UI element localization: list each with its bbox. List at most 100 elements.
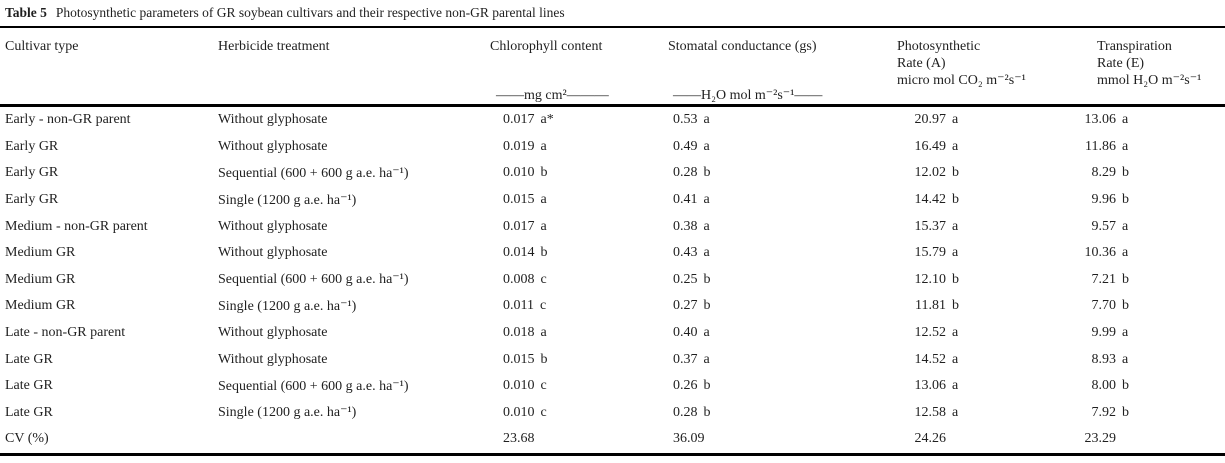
stomatal-value: 0.28 b: [668, 400, 897, 427]
photosynthetic-value: 15.79 a: [897, 240, 1080, 267]
significance-letter: a: [703, 245, 710, 261]
column-header-cultivar-type: Cultivar type: [0, 28, 218, 107]
photosynthetic-value: 13.06 a: [897, 373, 1080, 400]
treatment-cell: Sequential (600 + 600 g a.e. ha⁻¹): [218, 165, 409, 181]
value-number: 11.81: [915, 298, 946, 314]
transpiration-value: 7.70 b: [1080, 293, 1225, 320]
chlorophyll-value: 0.010 c: [490, 373, 668, 400]
significance-letter: a: [703, 325, 710, 341]
stomatal-value: 0.37 a: [668, 346, 897, 373]
significance-letter: c: [540, 271, 547, 287]
treatment-cell: Without glyphosate: [218, 351, 328, 367]
significance-letter: a: [540, 218, 547, 234]
significance-letter: b: [952, 298, 959, 314]
value-number: 0.011: [503, 298, 534, 314]
chlorophyll-value: 0.010 b: [490, 160, 668, 187]
cv-stomatal-value: 36.09: [668, 426, 897, 454]
value-number: 7.70: [1091, 298, 1117, 314]
value-number: 0.28: [673, 165, 698, 181]
column-label: Photosynthetic: [897, 39, 981, 54]
table-row: Medium GR Single (1200 g a.e. ha⁻¹) 0.01…: [0, 293, 1225, 320]
value-number: 7.21: [1091, 271, 1117, 287]
significance-letter: a: [1122, 138, 1129, 154]
photosynthetic-value: 20.97 a: [897, 106, 1080, 134]
value-number: 0.010: [503, 404, 535, 420]
stomatal-value: 0.27 b: [668, 293, 897, 320]
table-row: Late - non-GR parent Without glyphosate …: [0, 320, 1225, 347]
cultivar-cell: Late GR: [5, 378, 53, 394]
stomatal-value: 0.38 a: [668, 213, 897, 240]
value-number: 9.99: [1091, 325, 1117, 341]
significance-letter: b: [703, 378, 711, 394]
value-number: 23.68: [503, 431, 535, 447]
significance-letter: b: [703, 404, 711, 420]
significance-letter: a: [952, 404, 959, 420]
value-number: 0.010: [503, 378, 535, 394]
column-unit-transpiration: mmol H₂O m⁻²s⁻¹: [1097, 73, 1202, 88]
significance-letter: c: [539, 298, 547, 314]
cv-row: CV (%) 23.68 36.09 24.26 23.29: [0, 426, 1225, 454]
chlorophyll-value: 0.015 b: [490, 346, 668, 373]
significance-letter: b: [952, 271, 959, 287]
value-number: 0.25: [673, 271, 698, 287]
column-header-transpiration-rate: Transpiration Rate (E) mmol H₂O m⁻²s⁻¹: [1080, 28, 1225, 107]
significance-letter: b: [540, 351, 548, 367]
significance-letter: a: [1122, 112, 1129, 128]
significance-letter: a: [952, 351, 959, 367]
significance-letter: b: [540, 245, 548, 261]
photosynthetic-value: 14.42 b: [897, 187, 1080, 214]
value-number: 15.37: [914, 218, 947, 234]
column-label: Transpiration: [1097, 39, 1172, 54]
value-number: 0.015: [503, 351, 535, 367]
significance-letter: a: [540, 325, 547, 341]
transpiration-value: 9.57 a: [1080, 213, 1225, 240]
table-header: Cultivar type Herbicide treatment Chloro…: [0, 28, 1225, 107]
table-row: Early GR Without glyphosate 0.019 a 0.49 a…: [0, 134, 1225, 161]
photosynthetic-value: 12.58 a: [897, 400, 1080, 427]
chlorophyll-value: 0.017 a*: [490, 106, 668, 134]
significance-letter: b: [1122, 165, 1129, 181]
significance-letter: b: [540, 165, 548, 181]
value-number: 12.52: [914, 325, 947, 341]
column-label: Cultivar type: [5, 39, 79, 54]
significance-letter: a: [703, 351, 710, 367]
cultivar-cell: Medium GR: [5, 245, 76, 261]
value-number: 7.92: [1091, 404, 1117, 420]
photosynthetic-value: 16.49 a: [897, 134, 1080, 161]
cultivar-cell: Early GR: [5, 138, 59, 154]
column-unit-photosynthetic: micro mol CO₂ m⁻²s⁻¹: [897, 73, 1026, 88]
significance-letter: a: [540, 192, 547, 208]
significance-letter: a: [952, 378, 959, 394]
value-number: 12.58: [914, 404, 947, 420]
table-body: Early - non-GR parent Without glyphosate…: [0, 106, 1225, 455]
significance-letter: a: [952, 138, 959, 154]
table-row: Early - non-GR parent Without glyphosate…: [0, 106, 1225, 134]
chlorophyll-value: 0.011 c: [490, 293, 668, 320]
value-number: 24.26: [914, 431, 947, 447]
value-number: 9.96: [1091, 192, 1117, 208]
transpiration-value: 13.06 a: [1080, 106, 1225, 134]
table-caption: Photosynthetic parameters of GR soybean …: [55, 5, 565, 20]
transpiration-value: 8.93 a: [1080, 346, 1225, 373]
value-number: 9.57: [1091, 218, 1117, 234]
transpiration-value: 8.29 b: [1080, 160, 1225, 187]
header-spacer: [490, 55, 668, 87]
stomatal-value: 0.25 b: [668, 267, 897, 294]
transpiration-value: 9.99 a: [1080, 320, 1225, 347]
significance-letter: a: [1122, 325, 1129, 341]
photosynthetic-value: 11.81 b: [897, 293, 1080, 320]
table-row: Early GR Sequential (600 + 600 g a.e. ha…: [0, 160, 1225, 187]
value-number: 10.36: [1084, 245, 1117, 261]
significance-letter: a: [703, 192, 710, 208]
significance-letter: a: [703, 218, 710, 234]
photosynthetic-value: 12.02 b: [897, 160, 1080, 187]
photosynthetic-value: 15.37 a: [897, 213, 1080, 240]
photosynthetic-value: 12.10 b: [897, 267, 1080, 294]
treatment-cell: Sequential (600 + 600 g a.e. ha⁻¹): [218, 272, 409, 288]
stomatal-value: 0.43 a: [668, 240, 897, 267]
stomatal-value: 0.41 a: [668, 187, 897, 214]
treatment-cell: Without glyphosate: [218, 112, 328, 128]
cultivar-cell: Early GR: [5, 165, 59, 181]
significance-letter: b: [703, 271, 711, 287]
significance-letter: b: [952, 192, 959, 208]
